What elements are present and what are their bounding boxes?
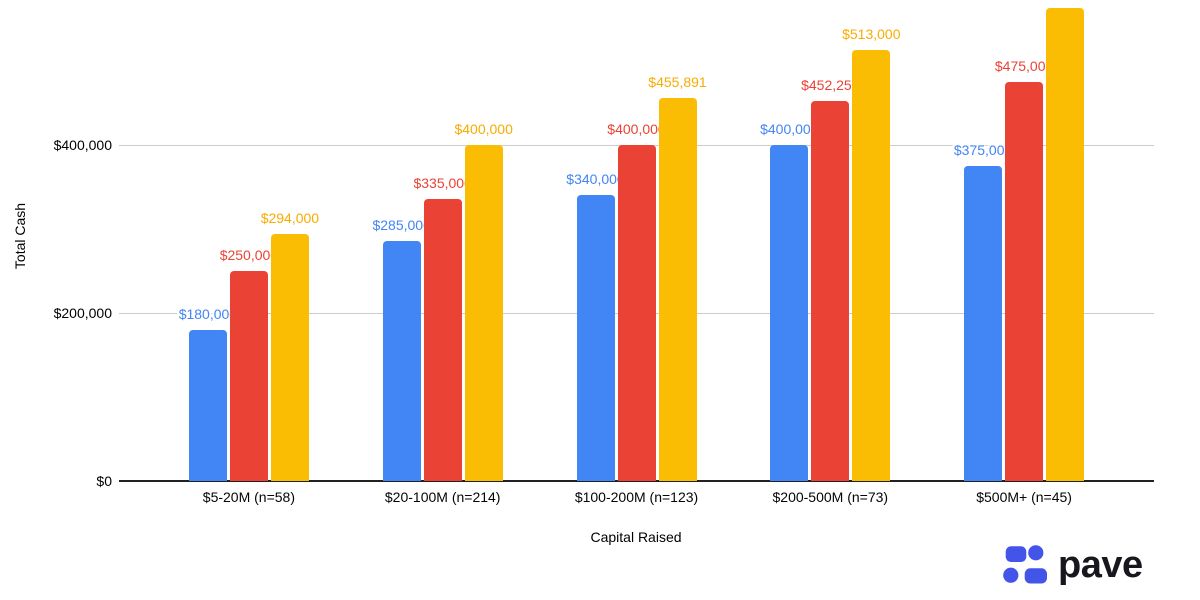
bar-blue[interactable] <box>382 241 421 481</box>
x-category-label: $5-20M (n=58) <box>202 489 295 505</box>
x-category-label: $200-500M (n=73) <box>772 489 889 505</box>
bar-value-label: $452,250 <box>801 76 860 93</box>
y-tick-label: $400,000 <box>53 136 112 153</box>
x-axis-line <box>119 480 1154 482</box>
bar-value-label: $180,000 <box>178 305 238 322</box>
bar-blue[interactable] <box>576 195 615 481</box>
y-tick-label: $200,000 <box>53 304 112 321</box>
pave-logo: pave <box>1003 545 1143 585</box>
bar-value-label: $285,000 <box>372 217 431 234</box>
bar-red[interactable] <box>811 100 850 481</box>
bar-value-label: $400,000 <box>454 120 513 137</box>
bar-value-label: $400,000 <box>760 120 819 137</box>
bar-blue[interactable] <box>964 165 1003 481</box>
y-tick-label: $0 <box>96 473 112 489</box>
bar-value-label: $294,000 <box>260 209 320 226</box>
x-axis-title: Capital Raised <box>590 529 682 545</box>
bar-value-label: $375,000 <box>953 141 1013 158</box>
bar-blue[interactable] <box>770 144 809 481</box>
bar-value-label: $340,000 <box>566 171 625 188</box>
bar-yellow[interactable] <box>1046 8 1085 481</box>
bar-yellow[interactable] <box>270 233 309 481</box>
bar-value-label: $400,000 <box>607 120 666 137</box>
bar-value-label: $513,000 <box>842 25 901 42</box>
bar-value-label: $475,000 <box>994 57 1054 74</box>
x-category-label: $100-200M (n=123) <box>574 489 699 505</box>
bar-red[interactable] <box>229 270 268 481</box>
pave-logo-icon <box>1003 545 1047 584</box>
pave-wordmark: pave <box>1058 544 1143 586</box>
x-category-label: $500M+ (n=45) <box>976 489 1072 505</box>
bar-red[interactable] <box>1005 81 1044 481</box>
x-category-label: $20-100M (n=214) <box>384 489 501 505</box>
bar-yellow[interactable] <box>464 144 503 481</box>
bar-red[interactable] <box>423 199 462 481</box>
bar-value-label: $455,891 <box>648 73 707 90</box>
bar-yellow[interactable] <box>852 49 891 481</box>
bar-red[interactable] <box>617 144 656 481</box>
bar-value-label: $335,000 <box>413 175 472 192</box>
bar-yellow[interactable] <box>658 97 697 481</box>
bar-blue[interactable] <box>188 329 227 481</box>
bar-value-label: $250,000 <box>219 246 279 263</box>
